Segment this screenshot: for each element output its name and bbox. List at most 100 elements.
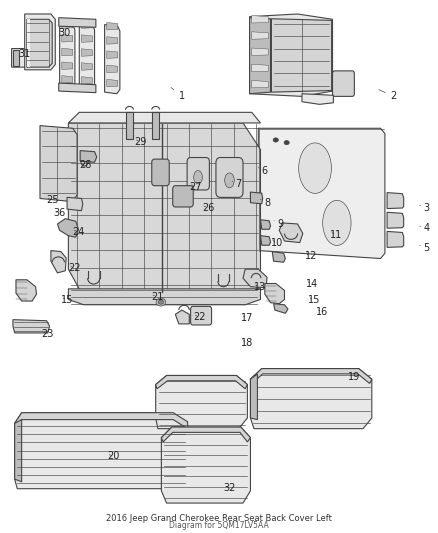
Polygon shape xyxy=(51,251,66,273)
Text: 11: 11 xyxy=(330,230,342,240)
Text: 2: 2 xyxy=(379,90,397,101)
Ellipse shape xyxy=(284,141,289,145)
Polygon shape xyxy=(105,25,120,94)
Polygon shape xyxy=(126,112,133,139)
Text: Diagram for 5QM17LV5AA: Diagram for 5QM17LV5AA xyxy=(169,521,269,530)
Text: 29: 29 xyxy=(134,136,147,147)
Polygon shape xyxy=(16,280,36,301)
Text: 17: 17 xyxy=(241,313,254,323)
Polygon shape xyxy=(302,94,333,104)
Text: 2016 Jeep Grand Cherokee Rear Seat Back Cover Left: 2016 Jeep Grand Cherokee Rear Seat Back … xyxy=(106,514,332,523)
Polygon shape xyxy=(57,219,78,237)
Polygon shape xyxy=(107,79,118,87)
Polygon shape xyxy=(155,375,247,429)
Polygon shape xyxy=(250,18,271,94)
Polygon shape xyxy=(27,19,30,67)
Text: 19: 19 xyxy=(348,372,360,382)
Polygon shape xyxy=(252,32,268,39)
Ellipse shape xyxy=(194,171,202,184)
Text: 7: 7 xyxy=(232,179,242,189)
Text: 22: 22 xyxy=(69,263,81,273)
Polygon shape xyxy=(272,19,332,92)
Polygon shape xyxy=(80,151,97,163)
Text: 4: 4 xyxy=(420,223,429,233)
Polygon shape xyxy=(265,284,285,304)
Text: 30: 30 xyxy=(58,28,70,38)
Text: 24: 24 xyxy=(72,227,85,237)
Polygon shape xyxy=(161,427,251,442)
Polygon shape xyxy=(252,48,268,55)
Polygon shape xyxy=(59,18,96,27)
Text: 16: 16 xyxy=(316,306,328,317)
Polygon shape xyxy=(81,35,92,42)
Polygon shape xyxy=(68,112,261,123)
Text: 20: 20 xyxy=(107,451,120,461)
Text: 23: 23 xyxy=(42,329,54,339)
Polygon shape xyxy=(155,375,247,389)
Polygon shape xyxy=(387,231,404,247)
Polygon shape xyxy=(250,14,332,96)
Text: 25: 25 xyxy=(46,195,58,205)
Polygon shape xyxy=(14,413,187,489)
Polygon shape xyxy=(62,21,73,28)
Polygon shape xyxy=(67,197,83,211)
Text: 14: 14 xyxy=(306,279,318,288)
FancyBboxPatch shape xyxy=(216,158,243,197)
Polygon shape xyxy=(81,21,92,28)
Polygon shape xyxy=(243,269,267,288)
Ellipse shape xyxy=(299,143,332,193)
Polygon shape xyxy=(81,49,92,56)
Polygon shape xyxy=(272,252,286,262)
Ellipse shape xyxy=(225,173,234,188)
Polygon shape xyxy=(62,49,73,56)
Polygon shape xyxy=(68,123,261,293)
Text: 21: 21 xyxy=(151,292,163,302)
Text: 5: 5 xyxy=(420,243,430,253)
Polygon shape xyxy=(62,76,73,83)
Polygon shape xyxy=(387,212,404,228)
Polygon shape xyxy=(25,14,55,70)
Ellipse shape xyxy=(273,138,279,142)
Text: 6: 6 xyxy=(258,166,268,176)
Polygon shape xyxy=(261,220,271,229)
Text: 9: 9 xyxy=(274,219,283,229)
Polygon shape xyxy=(107,37,118,44)
Polygon shape xyxy=(68,289,261,305)
Polygon shape xyxy=(81,63,92,70)
FancyBboxPatch shape xyxy=(187,158,209,190)
FancyBboxPatch shape xyxy=(191,306,212,325)
Polygon shape xyxy=(251,374,258,419)
Polygon shape xyxy=(79,23,95,91)
Text: 22: 22 xyxy=(193,312,205,322)
Polygon shape xyxy=(14,419,21,482)
Polygon shape xyxy=(261,236,271,245)
Polygon shape xyxy=(258,128,385,259)
Text: 36: 36 xyxy=(53,208,66,219)
Ellipse shape xyxy=(323,200,351,246)
Polygon shape xyxy=(161,427,251,503)
Polygon shape xyxy=(107,65,118,72)
Polygon shape xyxy=(175,310,189,324)
FancyBboxPatch shape xyxy=(173,185,193,207)
Polygon shape xyxy=(13,50,19,66)
Text: 13: 13 xyxy=(254,282,266,292)
Polygon shape xyxy=(107,22,118,30)
Polygon shape xyxy=(81,77,92,84)
Polygon shape xyxy=(59,83,96,93)
Polygon shape xyxy=(252,15,268,23)
Polygon shape xyxy=(14,413,187,430)
Polygon shape xyxy=(27,19,52,67)
Text: 8: 8 xyxy=(261,198,270,208)
FancyBboxPatch shape xyxy=(152,159,169,185)
FancyBboxPatch shape xyxy=(332,71,354,96)
Ellipse shape xyxy=(156,298,166,306)
Polygon shape xyxy=(62,62,73,69)
Text: 28: 28 xyxy=(80,160,92,171)
Polygon shape xyxy=(251,368,372,429)
Text: 12: 12 xyxy=(304,251,317,261)
Polygon shape xyxy=(60,22,75,90)
Polygon shape xyxy=(274,304,288,313)
Polygon shape xyxy=(62,35,73,42)
Polygon shape xyxy=(12,49,29,67)
Text: 3: 3 xyxy=(420,203,429,213)
